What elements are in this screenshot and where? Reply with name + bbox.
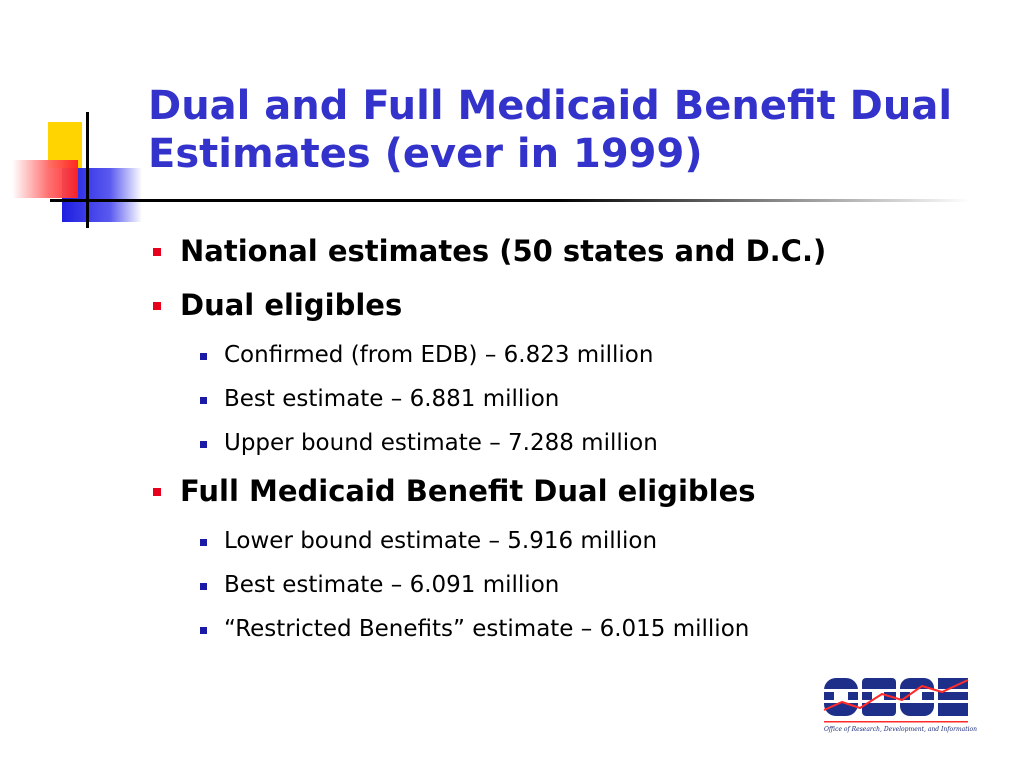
decorative-squares-graphic — [12, 112, 142, 228]
slide-title-line-1: Dual and Full Medicaid Benefit Dual — [148, 83, 953, 129]
bullet-text: Full Medicaid Benefit Dual eligibles — [180, 474, 756, 508]
bullet-text: Dual eligibles — [180, 288, 403, 322]
sub-bullet-text: Best estimate – 6.091 million — [224, 572, 560, 598]
sub-bullet-restricted-benefits: “Restricted Benefits” estimate – 6.015 m… — [150, 614, 1010, 644]
logo-caption: Office of Research, Development, and Inf… — [824, 726, 978, 733]
red-square-bullet-icon — [153, 488, 161, 496]
slide-title: Dual and Full Medicaid Benefit Dual Esti… — [148, 82, 1008, 178]
red-square-bullet-icon — [153, 302, 161, 310]
bullet-national-estimates: National estimates (50 states and D.C.) — [150, 232, 1010, 270]
sub-bullet-upper-bound: Upper bound estimate – 7.288 million — [150, 428, 1010, 458]
sub-bullet-best-estimate: Best estimate – 6.881 million — [150, 384, 1010, 414]
sub-bullet-text: Confirmed (from EDB) – 6.823 million — [224, 342, 654, 368]
sub-bullet-lower-bound: Lower bound estimate – 5.916 million — [150, 526, 1010, 556]
sub-bullet-confirmed: Confirmed (from EDB) – 6.823 million — [150, 340, 1010, 370]
red-square-bullet-icon — [153, 248, 161, 256]
blue-square-bullet-icon — [200, 353, 207, 360]
blue-square-bullet-icon — [200, 441, 207, 448]
sub-bullet-best-estimate-full: Best estimate – 6.091 million — [150, 570, 1010, 600]
red-square — [12, 160, 78, 198]
blue-square-bullet-icon — [200, 397, 207, 404]
title-underline-rule — [50, 199, 970, 202]
bullet-full-medicaid-dual-eligibles: Full Medicaid Benefit Dual eligibles — [150, 472, 1010, 510]
sub-bullet-text: “Restricted Benefits” estimate – 6.015 m… — [224, 616, 750, 642]
sub-bullet-text: Upper bound estimate – 7.288 million — [224, 430, 658, 456]
bullet-list: National estimates (50 states and D.C.) … — [150, 232, 1010, 658]
sub-bullet-text: Lower bound estimate – 5.916 million — [224, 528, 658, 554]
bullet-dual-eligibles: Dual eligibles — [150, 286, 1010, 324]
blue-square-bullet-icon — [200, 539, 207, 546]
ordi-logo — [822, 678, 972, 723]
sub-bullet-text: Best estimate – 6.881 million — [224, 386, 560, 412]
blue-square-bullet-icon — [200, 583, 207, 590]
blue-square-bullet-icon — [200, 627, 207, 634]
vertical-rule — [86, 112, 89, 228]
slide-title-line-2: Estimates (ever in 1999) — [148, 131, 703, 177]
bullet-text: National estimates (50 states and D.C.) — [180, 234, 827, 268]
